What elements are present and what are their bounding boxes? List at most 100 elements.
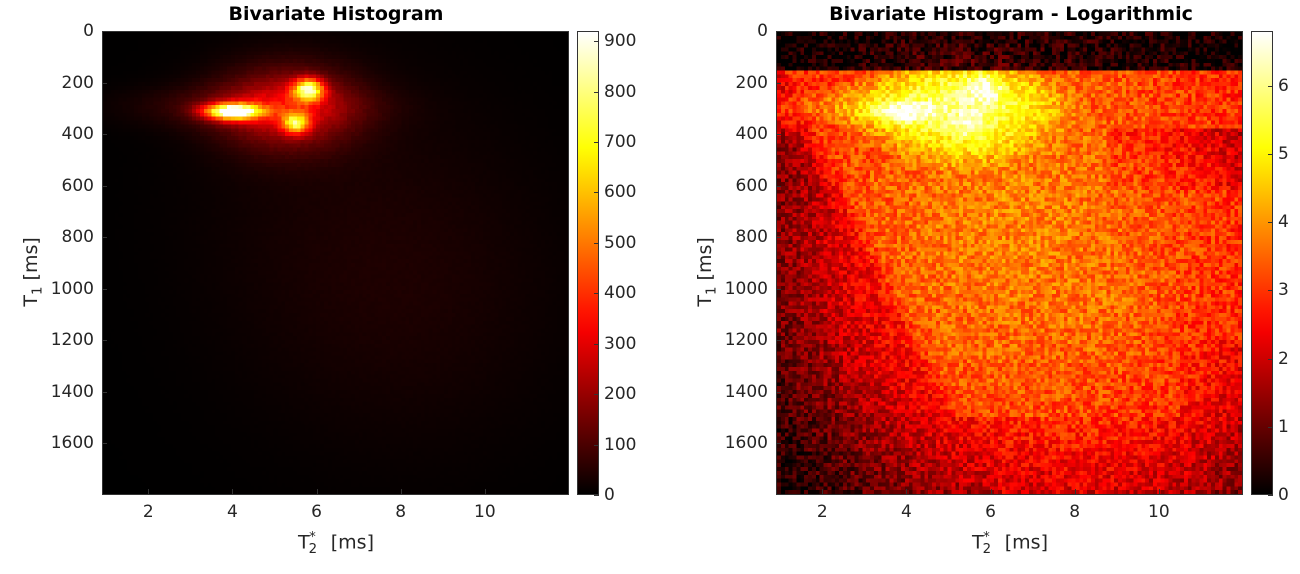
colorbar-tick-label: 1 [1278,416,1289,437]
colorbar-tick-label: 5 [1278,143,1289,164]
x-tick-label: 4 [901,502,912,522]
y-tick-mark [102,185,107,187]
y-tick-label: 600 [735,175,768,196]
y-tick-label: 1600 [50,433,94,454]
heatmap-image [777,32,1242,494]
y-tick-label: 0 [83,21,94,41]
y-tick-mark [776,340,781,342]
colorbar-tick-mark [1268,153,1273,155]
y-tick-label: 1600 [724,433,768,454]
x-tick-label: 6 [311,502,322,522]
y-tick-mark [776,134,781,136]
y-tick-mark [102,82,107,84]
y-tick-label: 1000 [724,278,768,299]
colorbar-tick-label: 600 [604,182,637,203]
x-tick-mark [990,489,992,494]
colorbar-tick-mark [594,192,599,194]
y-tick-label: 400 [735,124,768,145]
y-tick-mark [776,237,781,239]
x-tick-mark [1074,489,1076,494]
x-tick-mark [316,489,318,494]
colorbar-tick-mark [1268,222,1273,224]
colorbar-tick-mark [594,394,599,396]
x-tick-label: 6 [985,502,996,522]
colorbar-tick-mark [594,242,599,244]
y-tick-label: 1400 [724,381,768,402]
colorbar-tick-label: 6 [1278,75,1289,96]
colorbar-tick-label: 2 [1278,348,1289,369]
colorbar-tick-mark [1268,426,1273,428]
x-tick-mark [232,489,234,494]
y-tick-mark [102,391,107,393]
x-tick-mark [1158,489,1160,494]
linear-histogram-panel: Bivariate Histogram 0 200 400 600 800 1000 120… [19,3,637,558]
heatmap-plot-area [102,31,569,495]
y-tick-mark [102,237,107,239]
colorbar-tick-label: 900 [604,31,637,52]
chart-title: Bivariate Histogram [228,3,444,25]
y-tick-label: 1200 [724,330,768,351]
heatmap-image [103,32,568,494]
x-tick-mark [822,489,824,494]
y-tick-label: 1200 [50,330,94,351]
colorbar-tick-label: 400 [604,283,637,304]
x-tick-mark [400,489,402,494]
y-tick-label: 800 [61,227,94,248]
y-tick-label: 200 [735,72,768,93]
y-tick-label: 600 [61,175,94,196]
colorbar-tick-label: 0 [1278,485,1289,505]
colorbar-tick-mark [594,444,599,446]
x-tick-mark [484,489,486,494]
y-tick-label: 1000 [50,278,94,299]
heatmap-plot-area [776,31,1243,495]
x-axis-label: T2* [ms] [971,530,1049,558]
y-tick-mark [776,288,781,290]
colorbar-tick-label: 100 [604,434,637,455]
colorbar-tick-label: 3 [1278,280,1289,301]
y-tick-mark [102,443,107,445]
y-tick-label: 400 [61,124,94,145]
y-tick-mark [102,134,107,136]
y-tick-label: 200 [61,72,94,93]
colorbar-tick-mark [594,141,599,143]
colorbar-tick-mark [1268,85,1273,87]
colorbar-tick-mark [594,343,599,345]
colorbar-tick-mark [594,293,599,295]
colorbar-tick-mark [1268,495,1273,496]
colorbar-tick-label: 0 [604,485,615,505]
y-tick-mark [102,31,107,32]
y-tick-mark [102,288,107,290]
x-tick-label: 10 [474,502,496,522]
colorbar [577,31,599,495]
x-tick-label: 8 [395,502,407,522]
y-tick-mark [776,185,781,187]
colorbar-tick-label: 300 [604,333,637,354]
y-tick-label: 800 [735,227,768,248]
x-tick-label: 2 [142,502,154,522]
colorbar-tick-mark [594,91,599,93]
colorbar-tick-label: 700 [604,131,637,152]
y-axis-label: T1 [ms] [693,237,720,307]
x-tick-label: 10 [1148,502,1170,522]
y-tick-label: 1400 [50,381,94,402]
x-tick-mark [148,489,150,494]
colorbar-tick-label: 200 [604,384,637,405]
colorbar-tick-label: 800 [604,81,637,102]
colorbar [1251,31,1273,495]
y-tick-mark [102,340,107,342]
y-axis-label: T1 [ms] [19,237,46,307]
log-histogram-panel: Bivariate Histogram - Logarithmic 0 200 40… [650,0,1300,574]
x-tick-label: 2 [816,502,828,522]
y-tick-mark [776,31,781,32]
y-tick-mark [776,391,781,393]
chart-title: Bivariate Histogram - Logarithmic [829,3,1193,25]
x-tick-label: 8 [1069,502,1081,522]
colorbar-tick-mark [594,495,599,496]
colorbar-tick-mark [594,41,599,43]
x-axis-label: T2* [ms] [297,530,375,558]
colorbar-tick-mark [1268,358,1273,360]
colorbar-tick-label: 4 [1278,212,1289,233]
y-tick-mark [776,82,781,84]
y-tick-mark [776,443,781,445]
x-tick-label: 4 [227,502,238,522]
